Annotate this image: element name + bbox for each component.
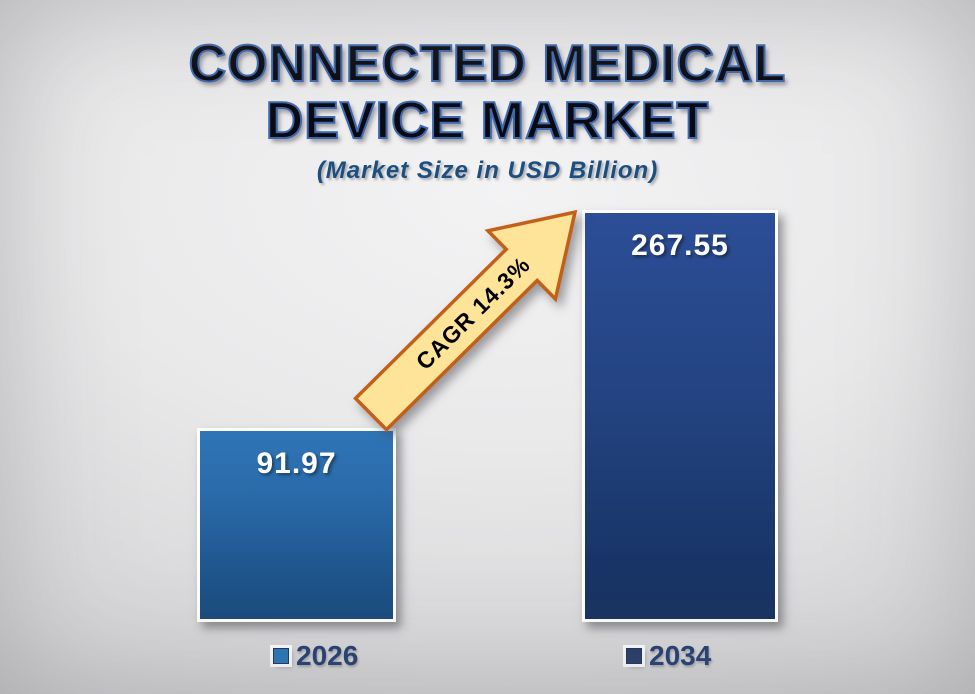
chart-title-line1: CONNECTED MEDICAL (188, 35, 787, 94)
bar-2026: 91.97 (197, 428, 396, 622)
title-block: CONNECTED MEDICAL DEVICE MARKET (Market … (0, 35, 975, 185)
legend-swatch-2034 (626, 648, 642, 664)
chart-subtitle: (Market Size in USD Billion) (316, 157, 659, 184)
arrow-shape (353, 209, 578, 433)
value-label-2026: 91.97 (256, 447, 337, 480)
legend-item-2026: 2026 (273, 640, 358, 672)
legend-swatch-2026 (273, 648, 289, 664)
growth-arrow-icon: CAGR 14.3% (353, 209, 578, 433)
bar-2034: 267.55 (582, 210, 778, 622)
value-label-2034: 267.55 (631, 229, 729, 262)
cagr-annotation: CAGR 14.3% (411, 251, 535, 375)
legend-label-2026: 2026 (296, 640, 359, 671)
chart-title-line2: DEVICE MARKET (265, 92, 710, 151)
legend-label-2034: 2034 (649, 640, 712, 671)
legend-item-2034: 2034 (626, 640, 711, 672)
